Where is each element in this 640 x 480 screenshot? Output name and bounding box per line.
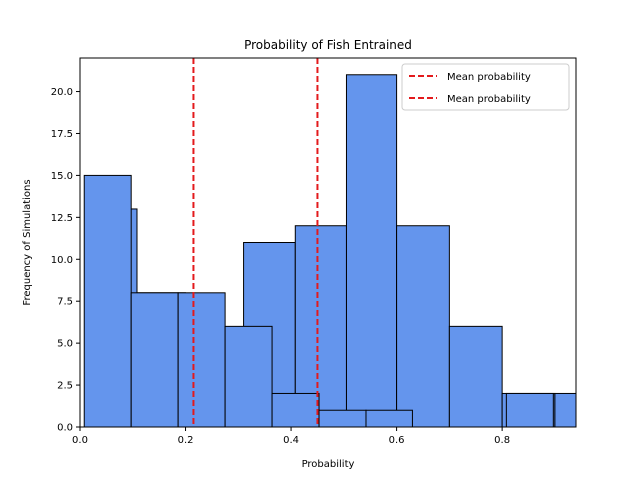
histogram-bar [177,292,226,428]
x-tick-label: 0.2 [178,435,194,446]
histogram-bar [345,74,398,428]
legend: Mean probability Mean probability [401,63,570,111]
y-tick-label: 5.0 [57,339,73,350]
y-tick-label: 17.5 [51,129,73,140]
x-axis-label: Probability [302,459,355,470]
y-tick-label: 12.5 [51,213,73,224]
x-tick-label: 0.4 [283,435,299,446]
histogram-bar [83,174,132,428]
y-ticks-group: 0.0 2.5 5.0 7.5 10.0 12.5 15.0 17.5 20.0 [51,87,80,434]
histogram-bar [554,392,577,428]
histogram-bar [271,392,320,428]
y-tick-label: 7.5 [57,297,73,308]
histogram-bar [224,325,273,428]
x-tick-label: 0.0 [72,435,88,446]
histogram-bar [448,325,503,428]
mean-lines-group [192,58,319,427]
plot-frame [79,57,577,428]
x-tick-label: 0.8 [494,435,510,446]
histogram-bar [505,392,554,428]
x-ticks-group: 0.0 0.2 0.4 0.6 0.8 [72,427,510,446]
chart-title: Probability of Fish Entrained [244,38,412,52]
y-tick-label: 2.5 [57,381,73,392]
legend-label-1: Mean probability [447,72,531,83]
histogram-bar [396,225,450,428]
x-tick-label: 0.6 [389,435,405,446]
y-tick-label: 0.0 [57,423,73,434]
bars-group [83,74,577,428]
legend-box [401,63,570,111]
histogram-bar [130,292,179,428]
y-tick-label: 10.0 [51,255,73,266]
y-tick-label: 15.0 [51,171,73,182]
legend-label-2: Mean probability [447,94,531,105]
y-axis-label: Frequency of Simulations [22,179,33,305]
y-tick-label: 20.0 [51,87,73,98]
histogram-bar [318,409,367,428]
histogram-bar [365,409,413,428]
